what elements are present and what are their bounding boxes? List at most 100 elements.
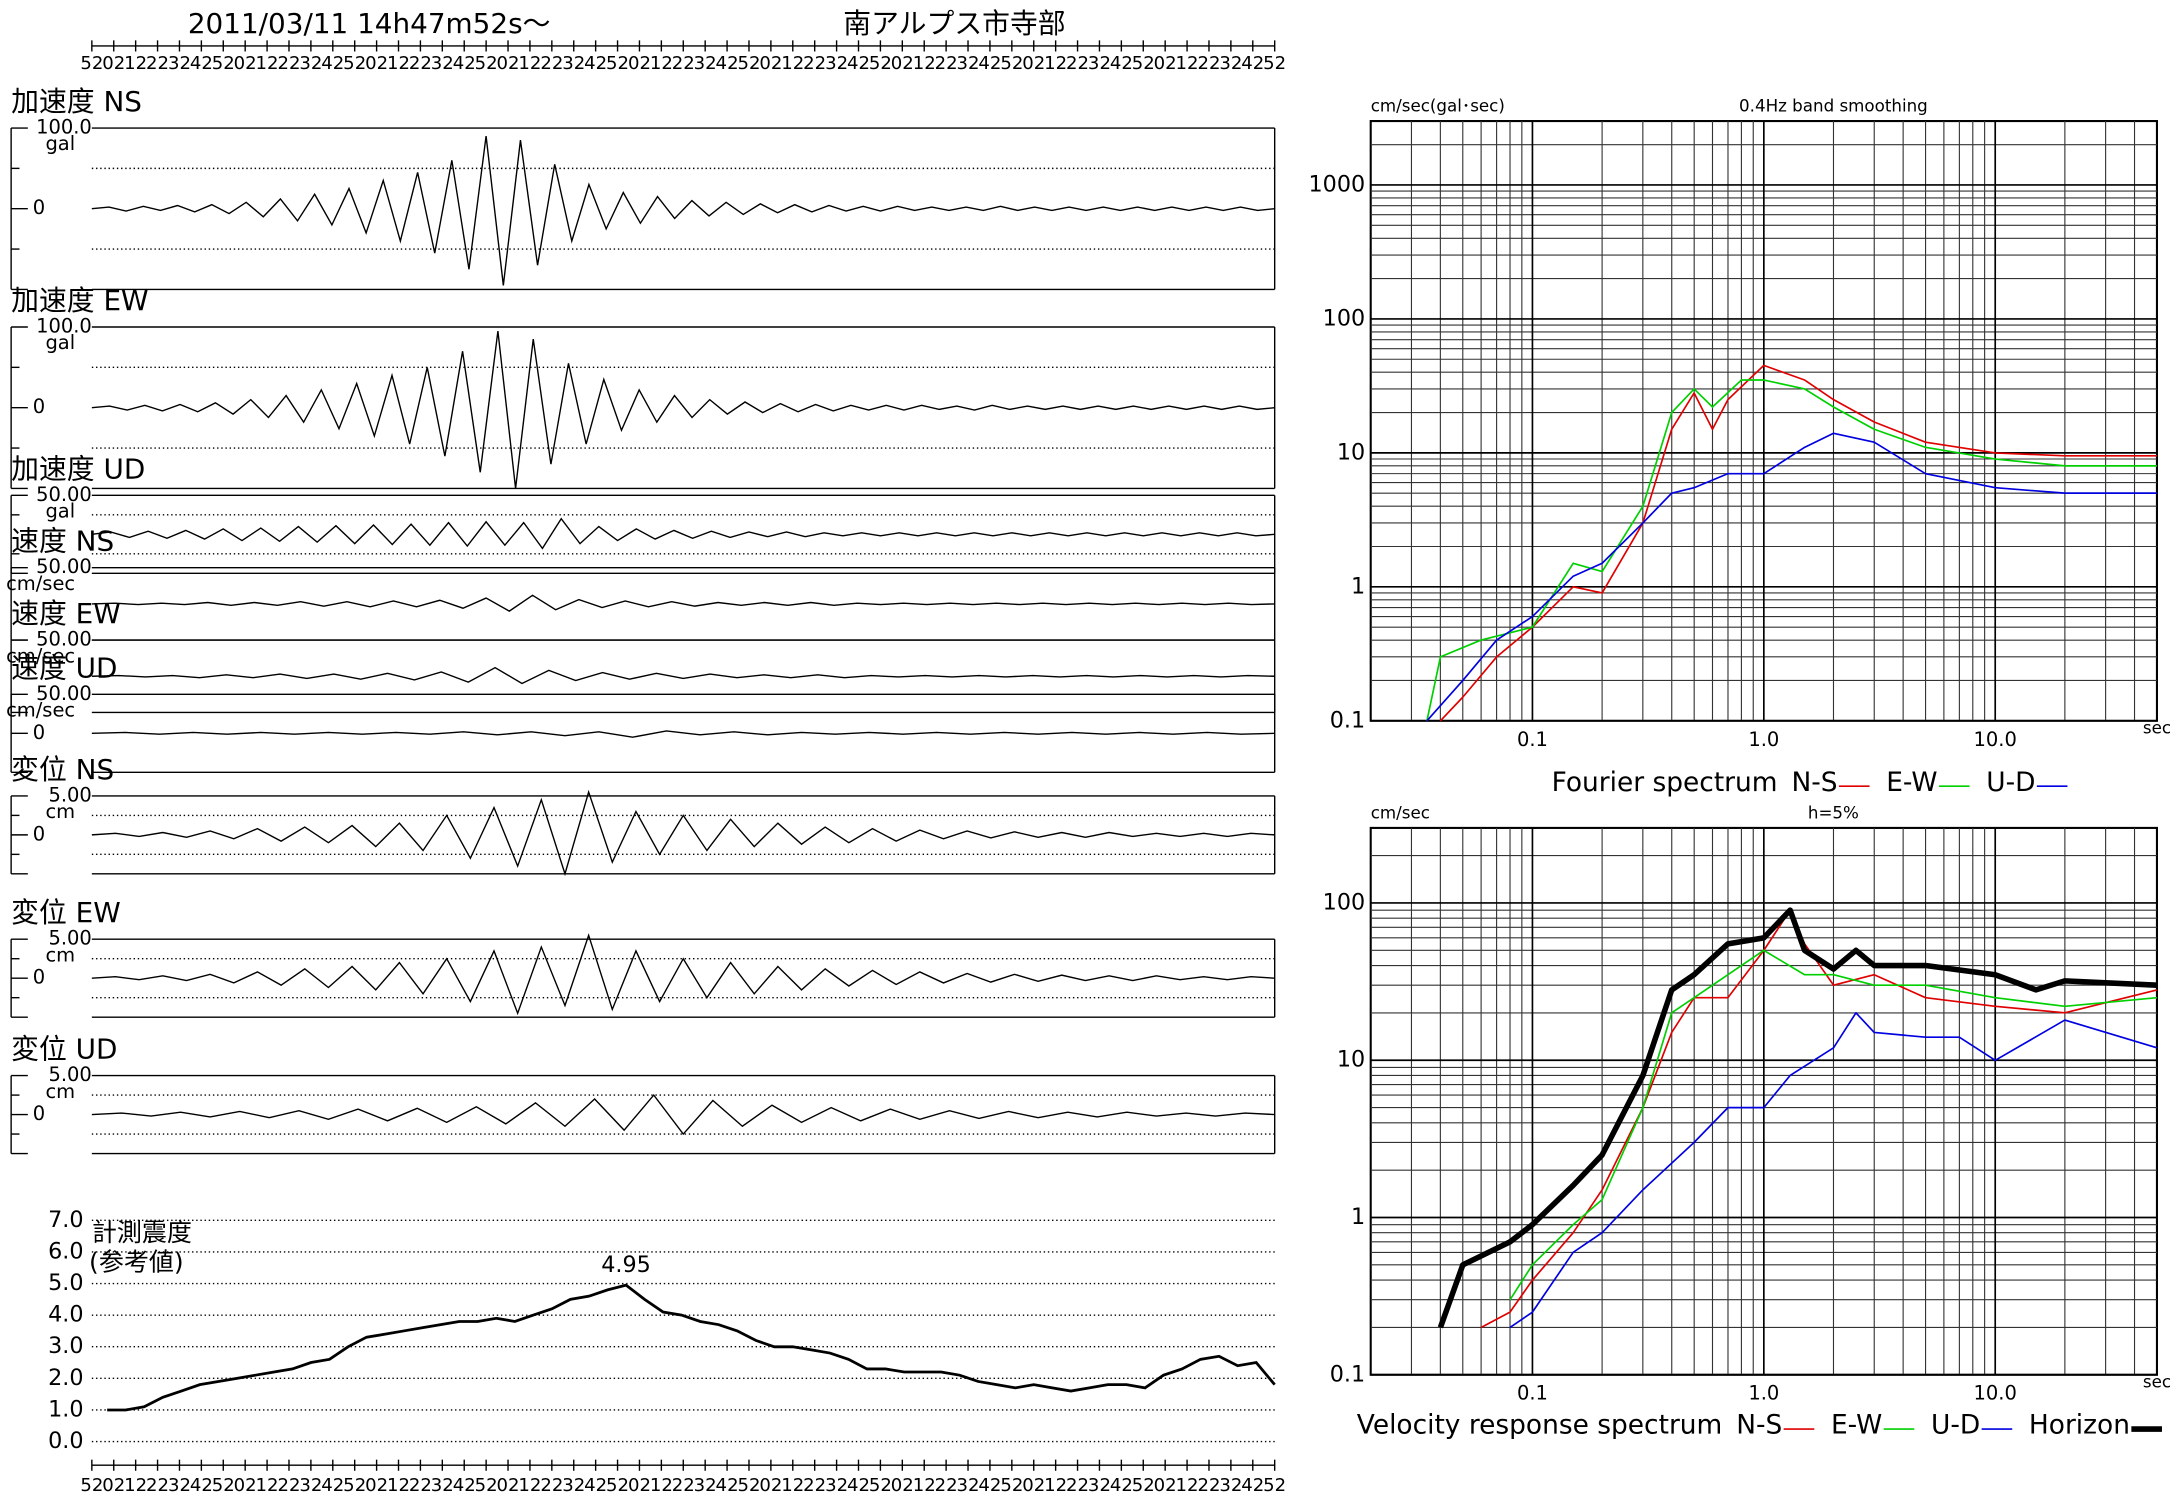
y-tick-label: 0.1 [1330, 707, 1365, 733]
time-tick-label: 02 [234, 1475, 257, 1496]
time-tick-label: 02 [1022, 1475, 1045, 1496]
time-tick-label: 42 [978, 53, 1001, 74]
station: 南アルプス市寺部 [843, 7, 1065, 40]
legend-label: U-D [1931, 1410, 1980, 1441]
time-tick-label: 32 [1219, 1475, 1242, 1496]
time-tick-label: 02 [759, 1475, 782, 1496]
time-tick-label: 32 [825, 53, 848, 74]
time-tick-label: 32 [168, 53, 191, 74]
scale-label: 50.00 [36, 555, 92, 578]
legend-label: Horizon [2029, 1410, 2130, 1441]
time-tick-label: 52 [606, 1475, 629, 1496]
y-tick-label: 6.0 [48, 1238, 83, 1264]
time-tick-label: 32 [562, 53, 585, 74]
time-tick-label: 52 [869, 53, 892, 74]
time-tick-label: 02 [1154, 53, 1177, 74]
waveform [91, 330, 1275, 489]
spectrum-line [1437, 907, 2158, 1329]
time-tick-label: 22 [672, 53, 695, 74]
y-tick-label: 4.0 [48, 1302, 83, 1328]
intensity-title: 計測震度 [92, 1218, 192, 1247]
time-tick-label: 32 [1088, 53, 1111, 74]
time-tick-label: 42 [1110, 53, 1133, 74]
time-tick-label: 22 [540, 53, 563, 74]
time-tick-label: 52 [737, 53, 760, 74]
y-tick-label: 0.0 [48, 1428, 83, 1454]
y-tick-label: 3.0 [48, 1333, 83, 1359]
time-tick-label: 02 [628, 1475, 651, 1496]
time-tick-label: 22 [672, 1475, 695, 1496]
time-tick-label: 52 [343, 1475, 366, 1496]
time-tick-label: 42 [1241, 53, 1264, 74]
trace-title: 変位 EW [11, 896, 121, 929]
legend-title: Fourier spectrum [1552, 767, 1778, 798]
waveform [91, 789, 1275, 877]
waveform [91, 517, 1275, 550]
time-tick-label: 12 [650, 1475, 673, 1496]
time-tick-label: 52 [1263, 1475, 1286, 1496]
time-tick-label: 22 [1197, 53, 1220, 74]
unit-label: gal [45, 132, 75, 155]
time-tick-label: 42 [321, 53, 344, 74]
time-tick-label: 42 [584, 1475, 607, 1496]
y-tick-label: 2.0 [48, 1365, 83, 1391]
time-tick-label: 52 [475, 53, 498, 74]
time-tick-label: 42 [190, 53, 213, 74]
time-tick-label: 22 [409, 1475, 432, 1496]
waveform [91, 666, 1275, 685]
time-tick-label: 52 [343, 53, 366, 74]
time-tick-label: 22 [409, 53, 432, 74]
waveform [91, 135, 1275, 286]
x-tick-label: 10.0 [1974, 728, 2017, 751]
spectrum-line [1426, 379, 2157, 721]
scale-label: 50.00 [36, 682, 92, 705]
scale-label: 50.00 [36, 483, 92, 506]
waveform [91, 594, 1275, 612]
time-tick-label: 22 [277, 53, 300, 74]
time-tick-label: 22 [935, 1475, 958, 1496]
trace-title: 加速度 EW [11, 284, 148, 317]
time-tick-label: 22 [277, 1475, 300, 1496]
y-tick-label: 100 [1323, 305, 1365, 331]
time-tick-label: 02 [759, 53, 782, 74]
time-tick-label: 32 [168, 1475, 191, 1496]
time-tick-label: 12 [256, 53, 279, 74]
x-tick-label: 10.0 [1974, 1382, 2017, 1405]
time-tick-label: 52 [80, 1475, 103, 1496]
time-tick-label: 12 [1176, 1475, 1199, 1496]
time-tick-label: 32 [1088, 1475, 1111, 1496]
y-axis-label: cm/sec [1371, 804, 1430, 823]
scale-label: 100.0 [36, 314, 92, 337]
time-tick-label: 02 [497, 53, 520, 74]
time-tick-label: 52 [1000, 1475, 1023, 1496]
spectrum-line [1480, 909, 2158, 1329]
waveform [91, 933, 1275, 1016]
time-tick-label: 42 [978, 1475, 1001, 1496]
waveform [91, 730, 1275, 738]
time-tick-label: 52 [1132, 1475, 1155, 1496]
legend-label: N-S [1791, 767, 1837, 798]
trace-title: 速度 NS [11, 525, 114, 558]
unit-label: cm/sec [6, 572, 75, 595]
legend-label: E-W [1886, 767, 1937, 798]
x-tick-label: 1.0 [1748, 1382, 1779, 1405]
time-tick-label: 22 [803, 53, 826, 74]
time-tick-label: 52 [1000, 53, 1023, 74]
zero-label: 0 [33, 966, 45, 989]
x-axis-label: sec [2143, 1373, 2171, 1392]
time-tick-label: 22 [146, 53, 169, 74]
time-tick-label: 32 [299, 1475, 322, 1496]
waveform [91, 1093, 1275, 1136]
unit-label: cm [45, 800, 75, 823]
legend-label: E-W [1831, 1410, 1882, 1441]
zero-label: 0 [33, 196, 45, 219]
time-tick-label: 12 [913, 1475, 936, 1496]
spectrum-line [1509, 949, 2158, 1301]
time-tick-label: 42 [847, 1475, 870, 1496]
scale-label: 100.0 [36, 116, 92, 139]
peak-label: 4.95 [601, 1252, 651, 1278]
y-tick-label: 0.1 [1330, 1361, 1365, 1387]
trace-title: 加速度 NS [11, 85, 142, 118]
time-tick-label: 32 [1219, 53, 1242, 74]
